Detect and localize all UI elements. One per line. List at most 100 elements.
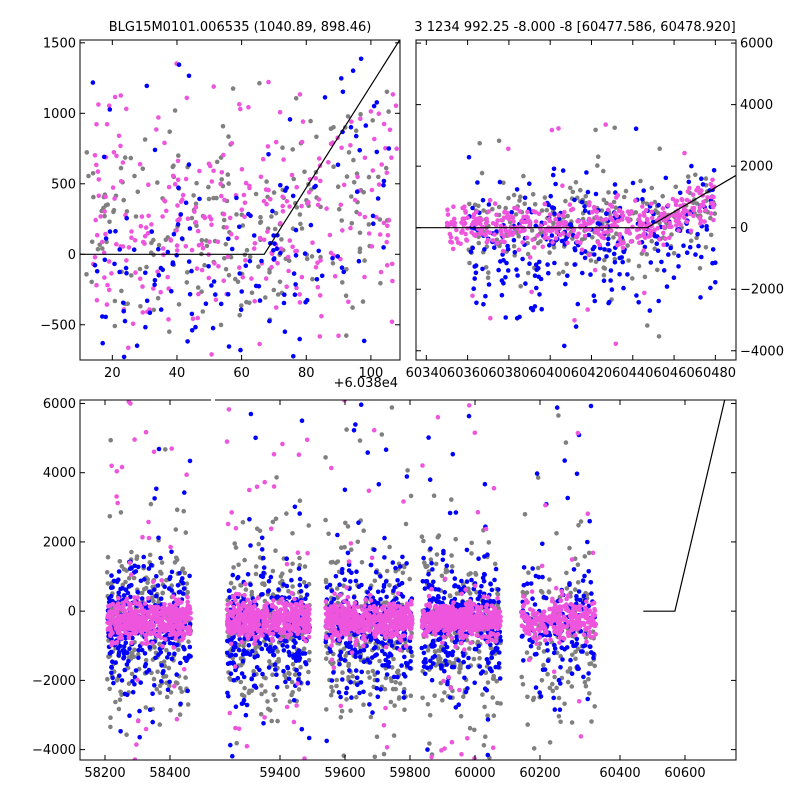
data-point-grey [501, 180, 506, 186]
data-point-pink [162, 606, 168, 612]
data-point-blue [283, 679, 288, 685]
data-point-pink [208, 217, 214, 222]
data-point-grey [575, 646, 581, 651]
data-point-grey [339, 708, 345, 714]
data-point-pink [106, 604, 111, 609]
data-point-blue [548, 193, 553, 199]
data-point-pink [110, 185, 116, 190]
data-point-grey [231, 565, 236, 570]
data-point-pink [160, 615, 166, 621]
data-point-blue [601, 278, 607, 283]
data-point-blue [620, 259, 625, 265]
data-point-pink [124, 258, 129, 263]
data-point-pink [224, 225, 229, 230]
data-point-grey [168, 690, 174, 695]
data-point-pink [352, 197, 358, 203]
data-point-grey [564, 261, 569, 267]
data-point-blue [606, 236, 611, 242]
data-point-grey [143, 705, 149, 710]
data-point-blue [375, 670, 381, 675]
data-point-pink [376, 182, 382, 187]
data-point-pink [495, 218, 500, 223]
data-point-grey [384, 568, 390, 574]
data-point-blue [480, 599, 486, 604]
data-point-blue [475, 596, 481, 602]
plot-area-top-right [416, 122, 736, 349]
data-point-blue [245, 572, 251, 577]
data-point-pink [673, 199, 679, 204]
data-point-blue [156, 446, 162, 452]
data-point-blue [121, 308, 126, 314]
data-point-pink [221, 211, 227, 217]
data-point-pink [592, 267, 598, 273]
data-point-grey [118, 510, 124, 515]
data-point-blue [509, 210, 514, 215]
data-point-blue [170, 261, 175, 267]
data-point-grey [249, 290, 255, 295]
data-point-blue [238, 347, 243, 353]
data-point-grey [391, 733, 397, 738]
data-point-blue [232, 640, 238, 646]
data-point-grey [425, 648, 431, 653]
data-point-grey [119, 288, 124, 294]
data-point-blue [560, 168, 566, 173]
data-point-blue [634, 293, 639, 298]
data-point-grey [524, 650, 530, 655]
data-point-grey [348, 708, 353, 713]
data-point-grey [419, 534, 425, 539]
data-point-grey [535, 475, 541, 480]
data-point-pink [454, 236, 459, 241]
data-point-pink [183, 176, 189, 182]
data-point-pink [593, 227, 599, 232]
data-point-grey [467, 260, 472, 266]
data-point-pink [149, 222, 154, 227]
data-point-pink [143, 225, 149, 230]
data-point-pink [498, 228, 503, 233]
data-point-grey [547, 577, 552, 582]
data-point-grey [334, 677, 339, 683]
data-point-grey [525, 722, 530, 727]
data-point-blue [397, 564, 403, 569]
data-point-grey [259, 691, 264, 697]
data-point-pink [533, 210, 538, 215]
data-point-pink [567, 202, 573, 207]
data-point-blue [261, 555, 266, 561]
data-point-pink [524, 235, 530, 241]
data-point-grey [111, 207, 117, 213]
data-point-blue [270, 208, 275, 214]
data-point-grey [394, 670, 400, 675]
data-point-blue [160, 267, 165, 273]
data-point-pink [281, 157, 286, 162]
data-point-pink [118, 618, 124, 624]
data-point-grey [562, 701, 567, 707]
data-point-pink [196, 243, 202, 248]
data-point-grey [145, 580, 150, 585]
data-point-grey [282, 672, 287, 678]
data-point-pink [200, 245, 206, 251]
data-point-blue [127, 646, 132, 651]
data-point-grey [471, 656, 477, 662]
data-point-pink [384, 263, 390, 268]
data-point-pink [339, 145, 344, 151]
data-point-blue [178, 212, 184, 217]
data-point-pink [626, 219, 631, 224]
data-point-grey [340, 280, 345, 285]
data-point-pink [460, 216, 466, 222]
data-point-grey [152, 645, 157, 650]
data-point-grey [491, 713, 497, 718]
data-point-blue [536, 574, 542, 580]
data-point-blue [562, 647, 567, 652]
data-point-pink [362, 155, 368, 161]
data-point-pink [209, 179, 215, 184]
data-point-pink [94, 298, 100, 303]
data-point-blue [285, 665, 291, 671]
data-point-pink [634, 227, 640, 233]
data-point-pink [459, 220, 464, 225]
data-point-blue [249, 676, 254, 682]
data-point-blue [127, 566, 133, 571]
data-point-blue [251, 672, 257, 678]
data-point-pink [605, 207, 611, 213]
data-point-blue [107, 107, 113, 112]
data-point-blue [296, 652, 302, 657]
data-point-pink [705, 195, 710, 200]
